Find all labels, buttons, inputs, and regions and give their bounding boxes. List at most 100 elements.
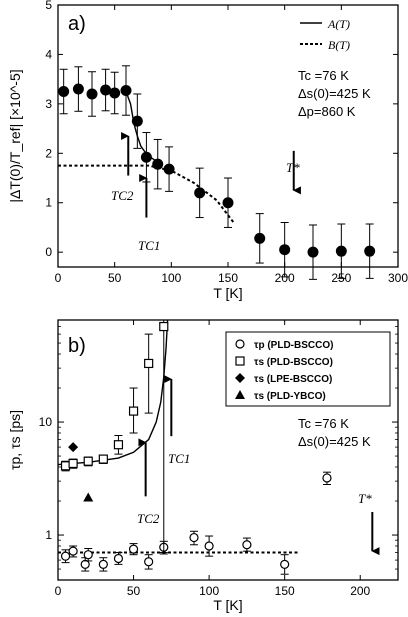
y-tick-label-a: 3 — [45, 97, 52, 111]
y-tick-label-b: 1 — [45, 528, 52, 542]
x-tick-label-a: 150 — [218, 271, 238, 285]
data-point-a — [194, 187, 206, 199]
panel-b-ticks: 0 50 100 150 200 1 10 — [39, 319, 398, 598]
data-point-tau-p-pld — [204, 541, 214, 551]
y-tick-label-a: 1 — [45, 196, 52, 210]
x-tick-label-a: 200 — [275, 271, 295, 285]
y-tick-label-a: 2 — [45, 146, 52, 160]
panel-a: 050100150200250300012345 a) A(T) B(T) Tc… — [7, 0, 408, 301]
arrow-label-tstar-b: T* — [358, 491, 372, 506]
panel-a-ticks: 050100150200250300012345 — [45, 0, 408, 285]
x-tick-label-b: 100 — [199, 584, 219, 598]
y-axis-label-b: τp, τs [ps] — [7, 410, 23, 470]
data-point-a — [109, 87, 121, 99]
data-point-tau-p-pld — [242, 540, 252, 550]
data-point-tau-p-pld — [128, 544, 139, 554]
legend-marker-filled-triangle — [235, 390, 245, 399]
data-point-tau-p-pld — [189, 532, 199, 543]
data-point-tau-s-pld — [159, 321, 169, 332]
data-point-a — [140, 151, 152, 163]
data-point-a — [307, 246, 319, 258]
panel-b-arrows — [138, 375, 380, 556]
data-point-tau-s-pld — [83, 456, 93, 466]
data-point-tau-p-pld — [98, 559, 108, 569]
data-point-a — [364, 245, 376, 257]
panel-b-points — [60, 319, 332, 575]
data-point-a — [58, 86, 70, 98]
data-point-tau-p-pld — [60, 551, 71, 561]
data-point-tau-s-ybco — [83, 492, 94, 502]
panel-b-frame — [57, 319, 399, 581]
legend-box-b — [225, 331, 391, 407]
legend-entry-b: B(T) — [328, 38, 350, 52]
data-point-tau-p-pld — [322, 473, 332, 483]
legend-marker-filled-diamond — [235, 373, 245, 383]
panel-a-legend: A(T) B(T) — [300, 17, 350, 52]
y-axis-label-a: |ΔT(0)/T_ref| [×10^-5] — [7, 69, 23, 202]
legend-entry-tau-s-pld: τs (PLD-BSCCO) — [254, 357, 333, 368]
data-point-tau-p-pld — [80, 559, 90, 569]
data-point-tau-p-pld — [144, 557, 154, 567]
data-point-a — [279, 244, 291, 256]
data-point-tau-s-pld — [68, 458, 78, 469]
x-tick-label-a: 100 — [161, 271, 181, 285]
curve-b-dotted — [58, 164, 235, 224]
curve-a-solid — [125, 91, 163, 167]
data-point-a — [100, 84, 112, 96]
data-point-tau-s-pld — [128, 406, 139, 416]
legend-entry-tau-s-lpe: τs (LPE-BSCCO) — [254, 374, 332, 385]
data-point-a — [131, 115, 143, 127]
data-point-a — [120, 85, 132, 97]
data-point-tau-s-pld — [98, 454, 108, 464]
legend-marker-open-square — [235, 356, 245, 366]
y-tick-label-a: 0 — [45, 245, 52, 259]
panel-a-points — [58, 65, 376, 280]
y-tick-label-a: 5 — [45, 0, 52, 12]
panel-a-label: a) — [68, 13, 86, 35]
data-point-tau-s-pld — [60, 461, 71, 471]
panel-b: 0 50 100 150 200 1 10 b) τp (PLD-BSCCO) τs (PL… — [7, 319, 399, 613]
arrow-label-tc2-b: TC2 — [137, 511, 160, 526]
x-tick-label-a: 0 — [55, 271, 62, 285]
x-axis-label-a: T [K] — [213, 285, 242, 301]
data-point-a — [222, 197, 234, 209]
data-point-tau-p-pld — [113, 553, 124, 564]
data-point-a — [163, 163, 175, 175]
x-tick-label-b: 200 — [350, 584, 370, 598]
data-point-a — [152, 158, 164, 170]
x-axis-label-b: T [K] — [213, 597, 242, 613]
param-delta-s-b: Δs(0)=425 K — [298, 434, 371, 449]
data-point-tau-p-pld — [83, 550, 93, 560]
data-point-a — [86, 88, 98, 100]
panel-b-legend: τp (PLD-BSCCO) τs (PLD-BSCCO) τs (LPE-BS… — [225, 331, 391, 407]
legend-entry-tau-p-pld: τp (PLD-BSCCO) — [254, 340, 333, 351]
data-point-a — [335, 245, 347, 257]
y-tick-label-b: 10 — [39, 415, 53, 429]
data-point-tau-s-pld — [113, 440, 124, 450]
param-delta-s-a: Δs(0)=425 K — [298, 86, 371, 101]
x-tick-label-a: 50 — [108, 271, 122, 285]
legend-entry-tau-s-ybco: τs (PLD-YBCO) — [254, 391, 326, 402]
data-point-tau-s-pld — [144, 358, 154, 369]
x-tick-label-a: 300 — [388, 271, 408, 285]
param-tc-b: Tc =76 K — [298, 416, 349, 431]
legend-marker-open-circle — [235, 339, 245, 349]
panel-b-label: b) — [68, 335, 86, 357]
arrow-label-tc1-a: TC1 — [138, 238, 160, 253]
panel-a-curves — [58, 91, 235, 224]
y-tick-label-a: 4 — [45, 47, 52, 61]
x-tick-label-b: 50 — [127, 584, 141, 598]
param-tc-a: Tc =76 K — [298, 68, 349, 83]
arrow-label-tc2-a: TC2 — [111, 188, 134, 203]
data-point-tau-s-lpe — [68, 442, 79, 453]
panel-a-arrows — [121, 132, 301, 218]
data-point-tau-p-pld — [280, 559, 290, 569]
arrow-label-tstar-a: T* — [286, 160, 300, 175]
legend-entry-a: A(T) — [327, 17, 350, 31]
x-tick-label-b: 150 — [275, 584, 295, 598]
arrow-label-tc1-b: TC1 — [168, 451, 190, 466]
data-point-a — [254, 232, 266, 244]
data-point-tau-p-pld — [68, 546, 78, 556]
param-delta-p-a: Δp=860 K — [298, 104, 356, 119]
